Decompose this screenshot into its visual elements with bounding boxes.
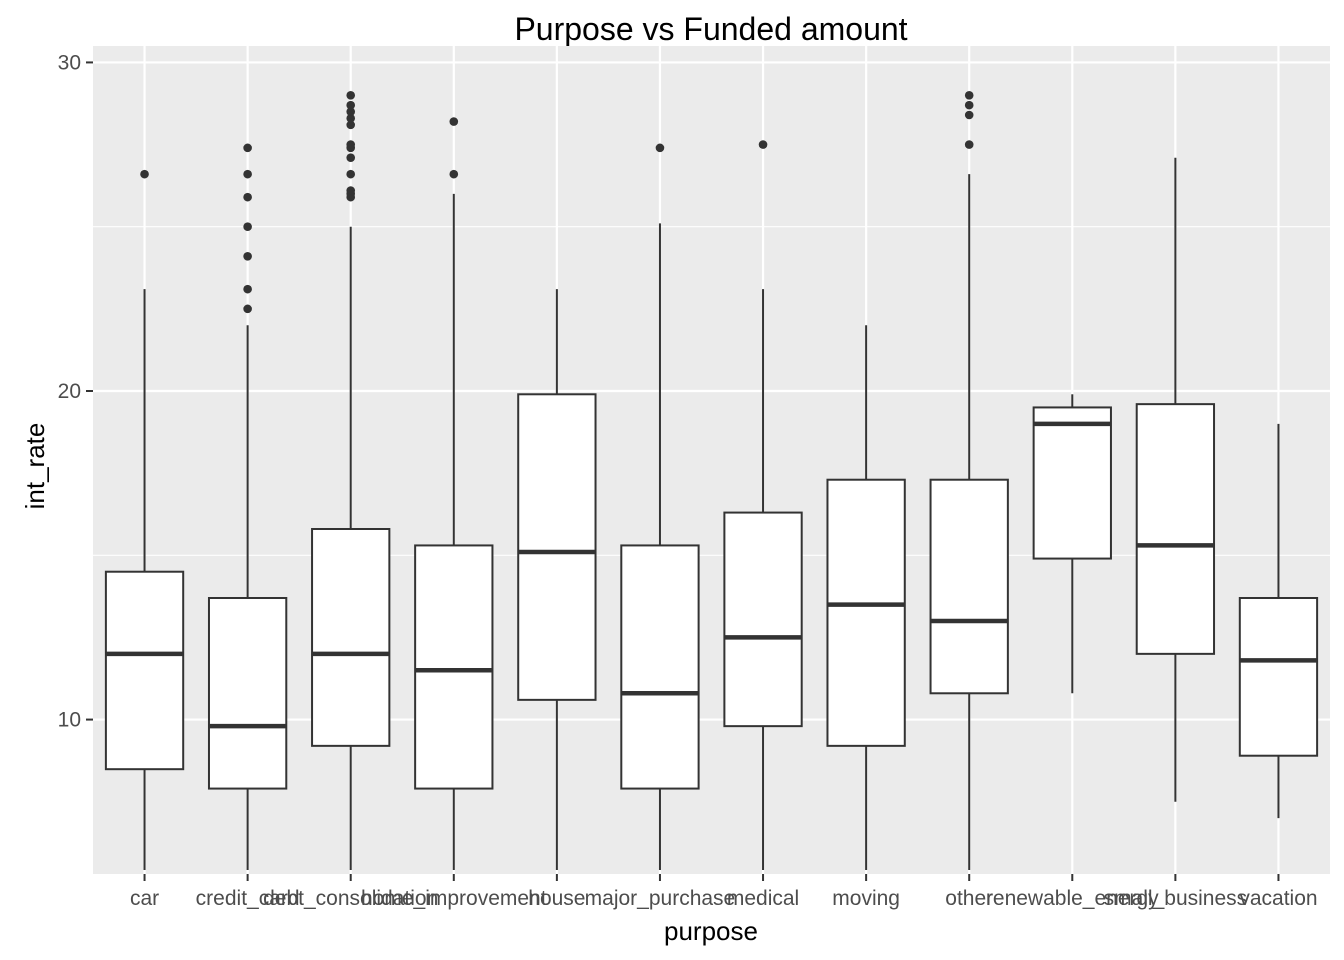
box-iqr	[723, 511, 803, 728]
box-other	[929, 90, 1009, 871]
outlier-point	[243, 169, 252, 179]
box-iqr	[620, 544, 700, 790]
box-iqr	[311, 528, 391, 747]
box-renewable_energy	[1032, 394, 1112, 694]
outlier-point	[964, 100, 974, 110]
y-tick-label: 10	[58, 709, 81, 732]
y-axis: 10 20 30	[58, 51, 93, 732]
outlier-point	[346, 186, 356, 195]
box-iqr	[1135, 403, 1216, 655]
box-vacation	[1238, 423, 1319, 819]
outlier-point	[449, 169, 459, 179]
box-house	[517, 289, 597, 871]
outlier-point	[655, 143, 665, 153]
y-axis-title: int_rate	[20, 423, 50, 510]
outlier-point	[449, 117, 459, 126]
outlier-point	[346, 113, 356, 123]
box-debt_consolidation	[311, 90, 391, 871]
x-tick-label: renewable_energy	[986, 887, 1159, 910]
outlier-point	[243, 304, 252, 314]
box-iqr	[207, 597, 288, 790]
outlier-point	[243, 222, 252, 232]
box-home_improvement	[414, 117, 494, 871]
box-major_purchase	[620, 143, 700, 871]
outlier-point	[346, 140, 356, 149]
outlier-point	[243, 143, 252, 153]
outlier-point	[346, 169, 356, 179]
x-tick-label: moving	[832, 887, 900, 910]
outlier-point	[346, 120, 356, 130]
plot-panel	[93, 46, 1330, 874]
outlier-point	[243, 284, 252, 294]
outlier-point	[964, 90, 974, 100]
x-tick-label: medical	[727, 887, 799, 910]
box-small_business	[1135, 157, 1216, 802]
outlier-point	[243, 192, 252, 202]
x-tick-label: major_purchase	[585, 887, 736, 910]
x-tick-label: car	[130, 887, 159, 910]
box-iqr	[826, 478, 906, 747]
outlier-point	[243, 251, 252, 261]
outlier-point	[346, 107, 356, 117]
box-moving	[826, 325, 906, 871]
boxes-layer	[104, 90, 1319, 871]
x-tick-label: vacation	[1239, 887, 1317, 910]
box-iqr	[929, 478, 1009, 695]
box-iqr	[1238, 597, 1319, 757]
box-iqr	[517, 393, 597, 701]
x-tick-label: house	[528, 887, 585, 910]
box-iqr	[104, 570, 185, 771]
y-tick-label: 20	[58, 380, 81, 403]
outlier-point	[758, 140, 768, 149]
outlier-point	[964, 140, 974, 149]
box-medical	[723, 140, 803, 871]
chart-title: Purpose vs Funded amount	[514, 11, 907, 47]
outlier-point	[346, 153, 356, 163]
x-tick-label: home_improvement	[361, 887, 547, 910]
outlier-point	[346, 100, 356, 110]
x-tick-label: credit_card	[196, 887, 300, 910]
y-tick-label: 30	[58, 51, 81, 74]
box-credit_card	[207, 143, 288, 871]
x-axis-title: purpose	[664, 916, 758, 946]
outlier-point	[346, 90, 356, 100]
box-car	[104, 169, 185, 871]
x-tick-label: debt_consolidation	[263, 887, 438, 910]
outlier-point	[964, 110, 974, 120]
x-tick-label: other	[945, 887, 993, 910]
box-iqr	[1032, 406, 1112, 560]
outlier-point	[140, 169, 149, 179]
box-iqr	[414, 544, 494, 790]
x-axis: car credit_carddebt_consolidationhome_imp…	[130, 874, 1318, 910]
x-tick-label: small_business	[1104, 887, 1248, 910]
